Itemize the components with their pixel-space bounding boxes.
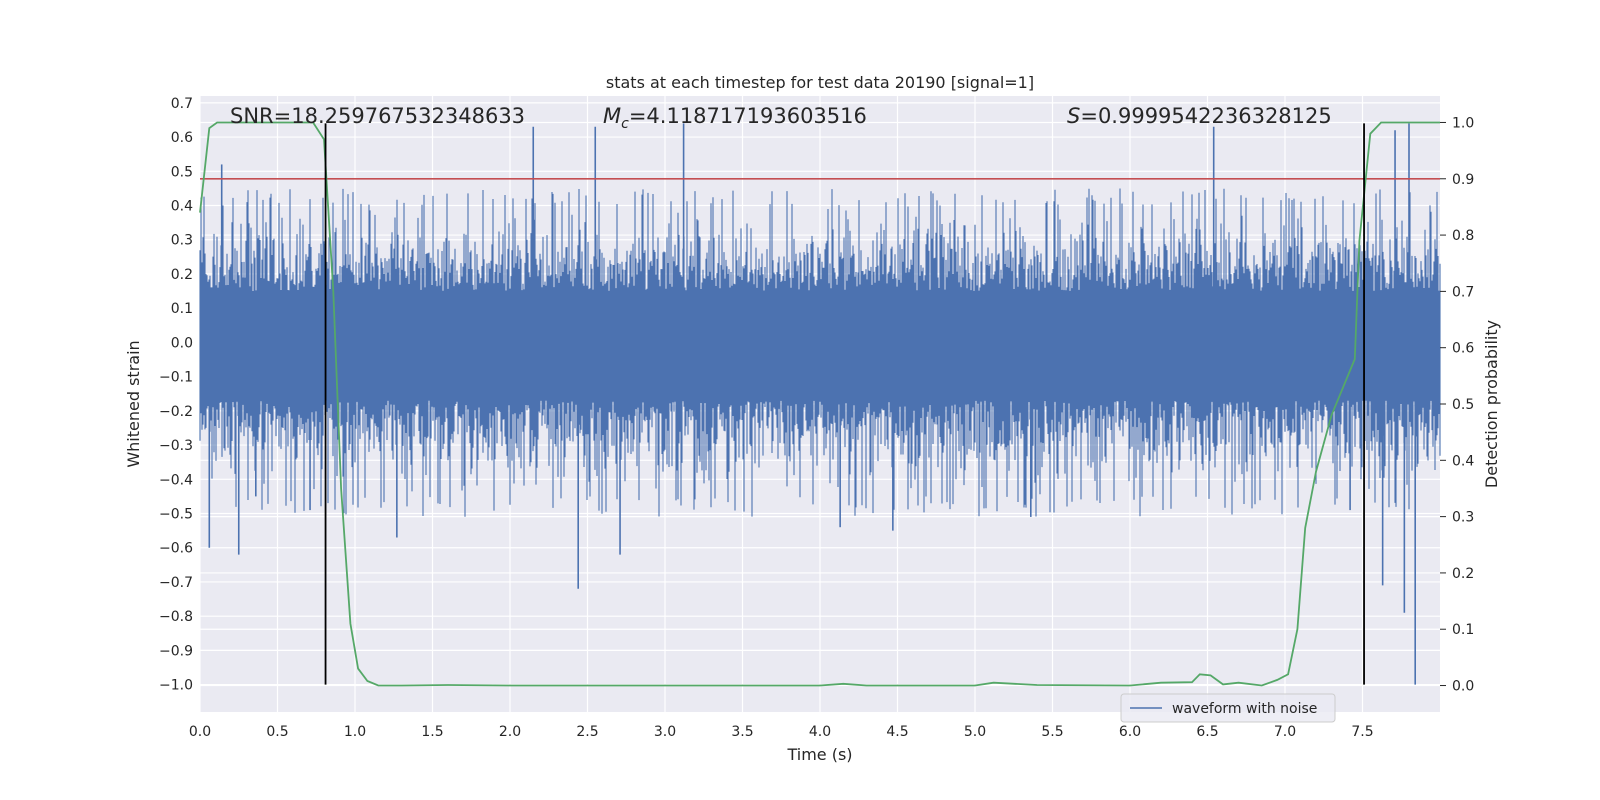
y-tick-label: 0.1 [171, 301, 193, 317]
y-axis-right-label: Detection probability [1482, 320, 1501, 488]
x-tick-label: 4.5 [886, 724, 908, 740]
y-right-tick-label: 0.3 [1452, 510, 1474, 526]
y-tick-label: −0.2 [159, 404, 193, 420]
y-tick-label: 0.3 [171, 233, 193, 249]
waveform-dense-band [200, 291, 1440, 401]
x-axis-label: Time (s) [786, 745, 852, 764]
y-right-tick-label: 0.5 [1452, 397, 1474, 413]
chirp-mass-symbol: M [603, 104, 621, 128]
y-tick-label: −0.4 [159, 472, 193, 488]
x-tick-label: 5.0 [964, 724, 986, 740]
y-tick-label: −0.9 [159, 643, 193, 659]
x-tick-label: 7.0 [1274, 724, 1296, 740]
y-right-tick-label: 0.2 [1452, 566, 1474, 582]
y-right-tick-label: 0.8 [1452, 228, 1474, 244]
x-tick-label: 6.0 [1119, 724, 1141, 740]
x-tick-label: 4.0 [809, 724, 831, 740]
y-right-tick-label: 0.6 [1452, 341, 1474, 357]
y-right-tick-label: 0.7 [1452, 284, 1474, 300]
chirp-mass-annotation: Mc=4.118717193603516 [603, 104, 867, 132]
legend-box [1120, 693, 1336, 723]
detection-probability-layer [199, 121, 1440, 687]
y-axis-label: Whitened strain [124, 340, 143, 467]
score-symbol: S [1067, 104, 1080, 128]
x-tick-label: 2.5 [576, 724, 598, 740]
y-tick-label: −1.0 [159, 678, 193, 694]
score-value: =0.9999542236328125 [1080, 104, 1331, 128]
x-tick-label: 0.0 [189, 724, 211, 740]
y-tick-label: 0.0 [171, 335, 193, 351]
y-tick-label: −0.7 [159, 575, 193, 591]
y-tick-label: −0.8 [159, 609, 193, 625]
x-tick-label: 0.5 [266, 724, 288, 740]
detection-probability-line [199, 121, 1440, 687]
y-tick-label: 0.4 [171, 199, 193, 215]
y-tick-label: 0.2 [171, 267, 193, 283]
x-tick-label: 2.0 [499, 724, 521, 740]
y-right-tick-label: 1.0 [1452, 115, 1474, 131]
score-annotation: S=0.9999542236328125 [1067, 104, 1332, 128]
x-tick-label: 1.0 [344, 724, 366, 740]
chirp-mass-value: =4.118717193603516 [629, 104, 867, 128]
waveform-with-noise-series [199, 123, 1441, 685]
legend: waveform with noise [1120, 693, 1336, 723]
y-tick-label: 0.5 [171, 164, 193, 180]
y-right-tick-label: 0.4 [1452, 453, 1474, 469]
y-right-tick-label: 0.0 [1452, 679, 1474, 695]
snr-annotation: SNR=18.259767532348633 [230, 104, 525, 128]
y-tick-label: 0.6 [171, 130, 193, 146]
y-right-tick-label: 0.9 [1452, 172, 1474, 188]
y-tick-label: −0.3 [159, 438, 193, 454]
y-tick-label: −0.1 [159, 370, 193, 386]
legend-label-waveform: waveform with noise [1172, 701, 1317, 717]
chart-title: stats at each timestep for test data 201… [606, 73, 1034, 92]
x-tick-label: 5.5 [1041, 724, 1063, 740]
x-tick-label: 1.5 [421, 724, 443, 740]
vertical-markers-layer [324, 123, 1365, 685]
y-right-tick-label: 0.1 [1452, 622, 1474, 638]
y-tick-label: −0.6 [159, 541, 193, 557]
x-tick-label: 6.5 [1196, 724, 1218, 740]
x-tick-label: 3.5 [731, 724, 753, 740]
chirp-mass-subscript: c [621, 116, 629, 132]
x-tick-label: 7.5 [1351, 724, 1373, 740]
y-tick-label: −0.5 [159, 507, 193, 523]
y-tick-label: 0.7 [171, 96, 193, 112]
x-tick-label: 3.0 [654, 724, 676, 740]
tick-labels-layer: 0.0 0.5 1.0 1.5 2.0 2.5 3.0 3.5 4.0 4.5 5.0 5.5 6.0 6… [159, 96, 1474, 740]
